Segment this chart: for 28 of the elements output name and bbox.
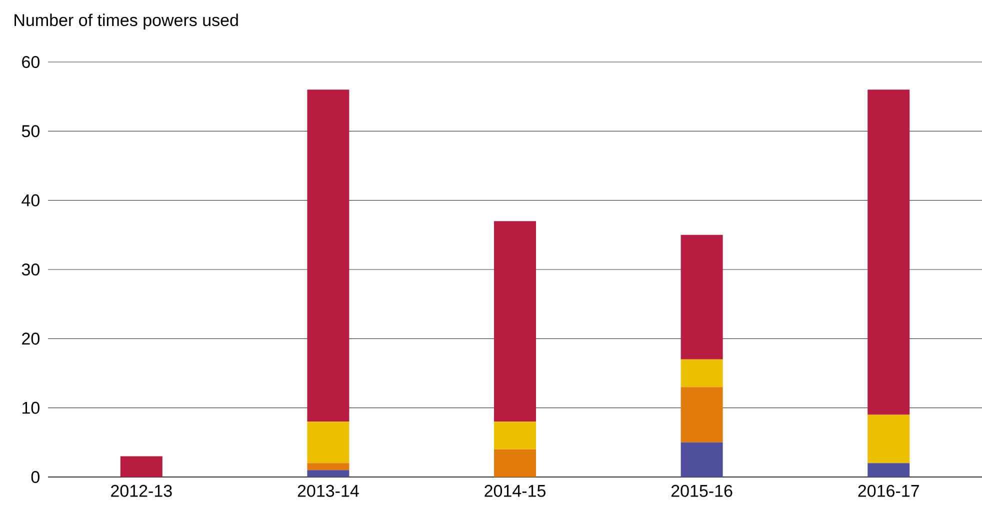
y-axis-title: Number of times powers used — [14, 14, 238, 30]
bar — [120, 456, 162, 477]
bar — [868, 463, 910, 477]
bar — [307, 422, 350, 464]
x-tick-label: 2013-14 — [298, 484, 359, 497]
x-tick-label: 2016-17 — [858, 484, 919, 497]
bar — [494, 221, 536, 422]
bar — [680, 442, 723, 477]
y-tick-label: 50 — [22, 125, 40, 138]
bar — [680, 359, 723, 388]
bar — [494, 422, 536, 450]
bar — [307, 90, 350, 422]
bar — [868, 90, 910, 415]
y-tick-label: 10 — [22, 402, 40, 414]
bar — [680, 234, 723, 360]
x-tick-label: 2015-16 — [671, 484, 732, 497]
bar — [868, 414, 910, 464]
x-tick-label: 2014-15 — [484, 484, 546, 497]
bar — [307, 463, 350, 470]
y-tick-label: 30 — [22, 263, 40, 276]
y-tick-label: 40 — [22, 194, 40, 206]
y-tick-label: 20 — [22, 332, 40, 345]
bar — [494, 449, 536, 477]
bar — [680, 387, 723, 442]
y-tick-label: 0 — [31, 470, 40, 484]
x-tick-label: 2012-13 — [111, 484, 172, 497]
y-tick-label: 60 — [22, 56, 40, 68]
bar — [307, 470, 350, 477]
